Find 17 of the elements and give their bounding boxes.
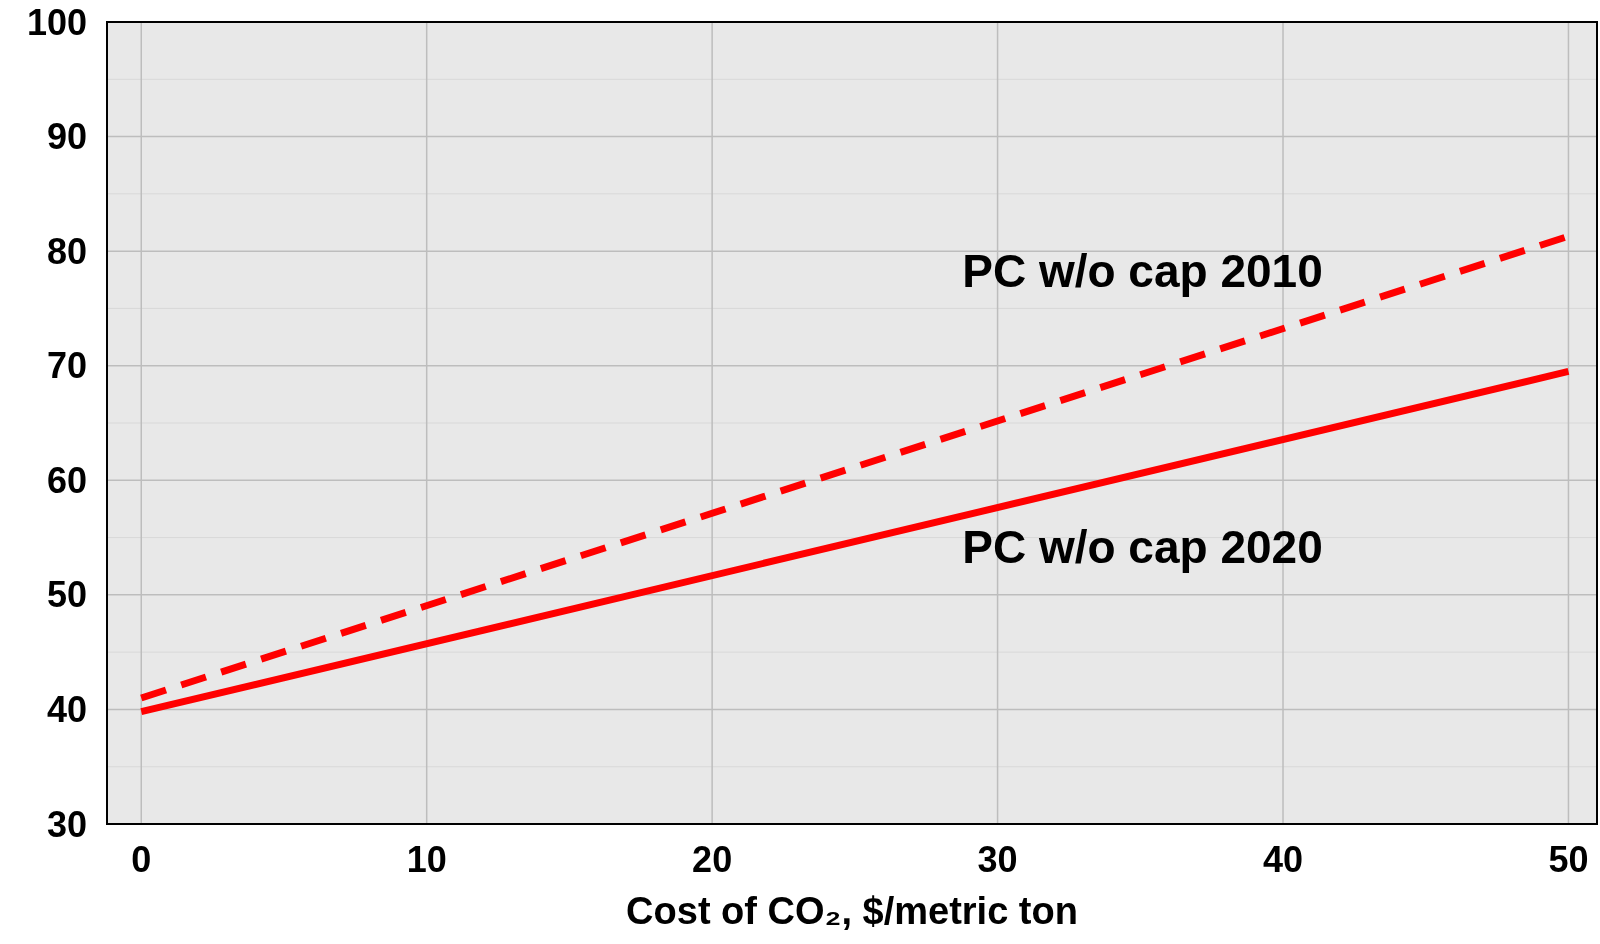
series-label: PC w/o cap 2020 — [962, 521, 1323, 574]
y-tick-label: 90 — [46, 116, 87, 158]
y-tick-label: 50 — [46, 574, 87, 616]
x-axis-title: Cost of CO₂, $/metric ton — [626, 890, 1078, 932]
x-tick-label: 50 — [1548, 839, 1589, 880]
x-tick-label: 10 — [406, 839, 447, 880]
x-tick-label: 40 — [1262, 839, 1304, 880]
y-tick-label: 100 — [26, 1, 87, 43]
y-tick-label: 60 — [46, 459, 87, 501]
y-tick-label: 30 — [46, 803, 87, 845]
y-tick-label: 40 — [46, 688, 87, 730]
y-tick-label: 80 — [46, 230, 87, 272]
x-tick-label: 0 — [131, 839, 152, 880]
y-tick-label: 70 — [46, 345, 87, 387]
x-tick-label: 20 — [692, 839, 733, 880]
x-tick-label: 30 — [977, 839, 1018, 880]
series-label: PC w/o cap 2010 — [962, 244, 1323, 297]
